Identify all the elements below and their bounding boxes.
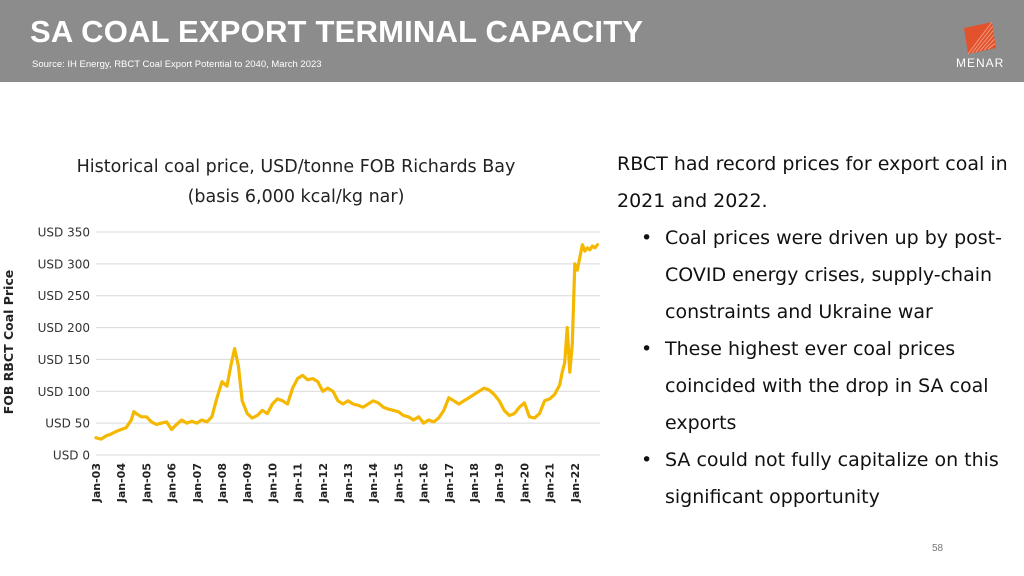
y-tick-label: USD 0 [53, 449, 90, 463]
x-tick-label: Jan-09 [241, 463, 254, 503]
x-tick-labels: Jan-03 Jan-04 Jan-05 Jan-06 Jan-07 Jan-08 Jan-… [90, 463, 582, 504]
x-tick-label: Jan-08 [216, 463, 229, 503]
bullet-item: SA could not fully capitalize on this si… [641, 442, 1017, 516]
x-tick-label: Jan-06 [166, 463, 179, 504]
y-tick-label: USD 200 [38, 321, 90, 335]
bullet-item: Coal prices were driven up by post-COVID… [641, 220, 1017, 331]
x-tick-label: Jan-20 [518, 463, 531, 504]
source-note: Source: IH Energy, RBCT Coal Export Pote… [32, 59, 322, 70]
slide-title: SA COAL EXPORT TERMINAL CAPACITY [30, 14, 644, 49]
coal-price-chart: Historical coal price, USD/tonne FOB Ric… [0, 140, 612, 522]
x-tick-label: Jan-13 [342, 463, 355, 503]
x-tick-label: Jan-05 [140, 463, 153, 503]
commentary-panel: RBCT had record prices for export coal i… [617, 146, 1017, 516]
chart-title: Historical coal price, USD/tonne FOB Ric… [77, 157, 516, 177]
x-tick-label: Jan-19 [493, 463, 506, 503]
logo-text: MENAR [956, 56, 1005, 70]
x-tick-label: Jan-10 [266, 463, 279, 504]
x-tick-label: Jan-07 [191, 463, 204, 503]
grid-lines [96, 231, 600, 456]
y-tick-label: USD 300 [38, 257, 90, 271]
price-series-line [94, 243, 600, 441]
y-axis-label: FOB RBCT Coal Price [1, 270, 16, 415]
y-tick-labels: USD 0 USD 50 USD 100 USD 150 USD 200 USD 250 U… [38, 226, 90, 463]
bullet-item: These highest ever coal prices coincided… [641, 331, 1017, 442]
x-tick-label: Jan-14 [367, 463, 380, 504]
x-tick-label: Jan-15 [392, 463, 405, 503]
chart-subtitle: (basis 6,000 kcal/kg nar) [188, 187, 405, 207]
x-tick-label: Jan-22 [569, 463, 582, 503]
chart-svg: Historical coal price, USD/tonne FOB Ric… [1, 157, 600, 504]
x-tick-label: Jan-04 [115, 463, 128, 504]
x-tick-label: Jan-17 [443, 463, 456, 503]
x-tick-label: Jan-03 [90, 463, 103, 503]
x-tick-label: Jan-12 [317, 463, 330, 503]
commentary-bullets: Coal prices were driven up by post-COVID… [617, 220, 1017, 516]
y-tick-label: USD 150 [38, 353, 90, 367]
x-tick-label: Jan-18 [468, 463, 481, 503]
x-tick-label: Jan-16 [418, 463, 431, 504]
x-tick-label: Jan-11 [292, 463, 305, 503]
menar-logo-icon [964, 21, 996, 55]
commentary-intro: RBCT had record prices for export coal i… [617, 153, 1008, 212]
x-tick-label: Jan-21 [544, 463, 557, 503]
y-tick-label: USD 50 [45, 417, 90, 431]
y-tick-label: USD 350 [38, 226, 90, 240]
header-bar: SA COAL EXPORT TERMINAL CAPACITY Source:… [0, 0, 1024, 82]
y-tick-label: USD 250 [38, 289, 90, 303]
page-number: 58 [932, 543, 944, 554]
y-tick-label: USD 100 [38, 385, 90, 399]
